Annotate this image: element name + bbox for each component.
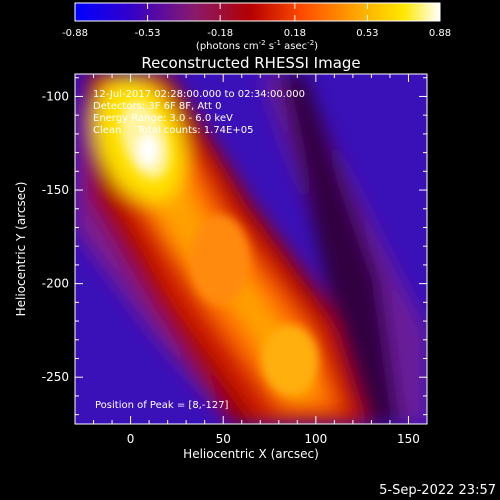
info-energy-range: Energy Range: 3.0 - 6.0 keV: [93, 113, 233, 124]
info-time-range: 12-Jul-2017 02:28:00.000 to 02:34:00.000: [93, 89, 305, 100]
colorbar-tick-label: 0.18: [284, 28, 306, 39]
y-tick-label: -100: [42, 89, 69, 103]
observation-info: 12-Jul-2017 02:28:00.000 to 02:34:00.000…: [93, 89, 305, 136]
x-axis-label: Heliocentric X (arcsec): [183, 447, 319, 461]
rhessi-image: [75, 74, 427, 424]
y-tick-label: -250: [42, 370, 69, 384]
x-tick-label: 50: [216, 432, 231, 446]
y-axis-label: Heliocentric Y (arcsec): [14, 182, 28, 317]
footer-timestamp: 5-Sep-2022 23:57: [379, 483, 496, 498]
colorbar-units-label: (photons cm-2 s-1 asec-2): [196, 39, 318, 52]
x-tick-label: 150: [397, 432, 420, 446]
plot-frame: [74, 73, 428, 425]
x-tick-label: 0: [127, 432, 135, 446]
peak-position-label: Position of Peak = [8,-127]: [95, 400, 229, 411]
colorbar-tick-label: -0.18: [207, 28, 233, 39]
info-detectors: Detectors: 3F 6F 8F, Att 0: [93, 101, 221, 112]
x-tick-label: 100: [304, 432, 327, 446]
colorbar-tick-label: 0.88: [429, 28, 451, 39]
colorbar-tick-label: -0.53: [135, 28, 161, 39]
info-clean-counts: Clean Total counts: 1.74E+05: [93, 125, 253, 136]
colorbar: [74, 2, 441, 22]
colorbar-tick-label: -0.88: [62, 28, 88, 39]
y-tick-label: -150: [42, 183, 69, 197]
y-tick-label: -200: [42, 277, 69, 291]
plot-title: Reconstructed RHESSI Image: [141, 54, 360, 72]
colorbar-tick-label: 0.53: [356, 28, 378, 39]
colorbar-ticks: -0.88 -0.53 -0.18 0.18 0.53 0.88: [62, 3, 451, 39]
axis-ticks: 0 50 100 150 -100 -150 -200 -250: [42, 74, 428, 446]
